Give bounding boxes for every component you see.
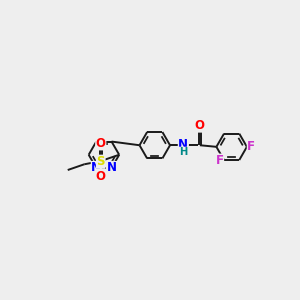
Text: O: O xyxy=(195,119,205,132)
Text: O: O xyxy=(96,169,106,182)
Text: N: N xyxy=(178,138,188,151)
Text: O: O xyxy=(96,137,106,150)
Text: S: S xyxy=(97,155,105,168)
Text: F: F xyxy=(216,154,224,167)
Text: F: F xyxy=(247,140,255,153)
Text: H: H xyxy=(179,147,188,157)
Text: N: N xyxy=(91,161,101,175)
Text: N: N xyxy=(106,161,117,175)
